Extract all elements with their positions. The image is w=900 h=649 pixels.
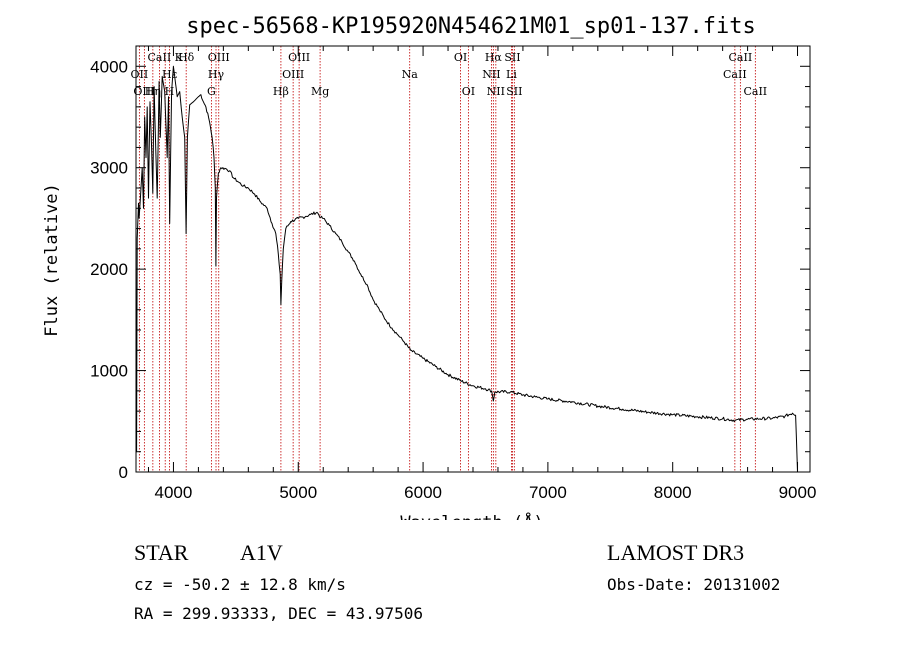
coordinates: RA = 299.93333, DEC = 43.97506	[134, 604, 423, 623]
y-tick-label: 0	[119, 463, 128, 482]
spectral-line-label: OIII	[288, 51, 310, 64]
survey-name: LAMOST DR3	[607, 540, 745, 565]
y-tick-label: 3000	[90, 159, 128, 178]
spectral-line-label: Hγ	[208, 68, 225, 81]
spectral-line-label: OIII	[208, 51, 230, 64]
spectral-line-label: SII	[506, 85, 522, 98]
y-axis-label: Flux (relative)	[42, 183, 62, 337]
spectral-line-label: CaII	[723, 68, 747, 81]
spectral-line-label: Hε	[162, 68, 178, 81]
redshift-velocity: cz = -50.2 ± 12.8 km/s	[134, 575, 346, 594]
spectral-line-label: OI	[454, 51, 467, 64]
object-subclass: A1V	[240, 540, 283, 565]
x-tick-label: 5000	[279, 483, 317, 502]
y-tick-label: 4000	[90, 57, 128, 76]
spectral-line-label: NII	[487, 85, 505, 98]
x-tick-label: 9000	[779, 483, 817, 502]
spectral-line-label: SII	[504, 51, 520, 64]
spectral-line-label: OI	[462, 85, 475, 98]
x-tick-label: 8000	[654, 483, 692, 502]
spectral-line-label: CaII	[729, 51, 753, 64]
spectral-line-label: CaII	[743, 85, 767, 98]
y-axis-ticks: 0 1000 2000 3000 4000	[90, 45, 810, 482]
spectral-line-label: H	[165, 85, 175, 98]
x-axis-label: Wavelength (Å)	[400, 511, 543, 520]
spectral-line-markers	[138, 46, 756, 472]
y-tick-label: 1000	[90, 362, 128, 381]
chart-title: spec-56568-KP195920N454621M01_sp01-137.f…	[186, 14, 756, 39]
spectral-line-label: NII	[482, 68, 500, 81]
spectral-line-label: Na	[402, 68, 419, 81]
x-tick-label: 6000	[404, 483, 442, 502]
spectral-line-label: CaII K	[148, 51, 184, 64]
spectral-line-label: OIII	[133, 85, 155, 98]
spectral-line-label: Hα	[485, 51, 503, 64]
observation-date: Obs-Date: 20131002	[607, 575, 781, 594]
y-tick-label: 2000	[90, 260, 128, 279]
plot-frame	[135, 45, 811, 473]
x-tick-label: 7000	[529, 483, 567, 502]
spectral-line-label: Mg	[311, 85, 329, 98]
spectrum-line	[135, 65, 798, 473]
spectral-line-label: G	[207, 85, 216, 98]
spectral-line-label: OII	[131, 68, 149, 81]
x-axis-ticks: 4000 5000 6000 7000 8000 9000	[147, 46, 817, 502]
spectral-line-label: Hδ	[178, 51, 195, 64]
spectrum-series	[135, 65, 798, 473]
spectral-line-label: OIII	[282, 68, 304, 81]
spectrum-chart: spec-56568-KP195920N454621M01_sp01-137.f…	[42, 14, 817, 520]
x-tick-label: 4000	[155, 483, 193, 502]
object-class: STAR	[134, 540, 189, 565]
spectral-line-label: Li	[506, 68, 517, 81]
spectral-line-label: Hβ	[273, 85, 289, 98]
spectral-line-label: Hη	[145, 85, 161, 98]
